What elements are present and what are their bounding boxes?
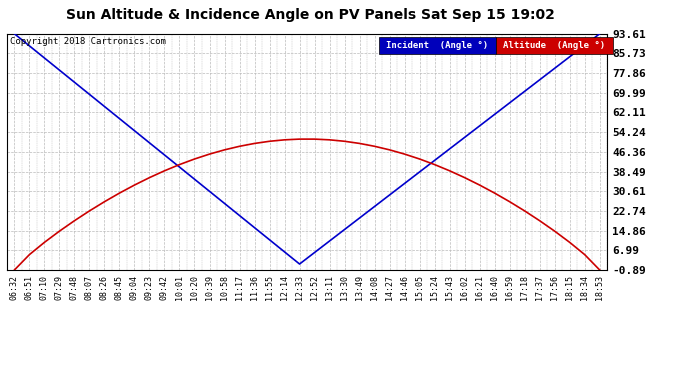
Text: Sun Altitude & Incidence Angle on PV Panels Sat Sep 15 19:02: Sun Altitude & Incidence Angle on PV Pan…: [66, 8, 555, 21]
Text: Copyright 2018 Cartronics.com: Copyright 2018 Cartronics.com: [10, 37, 166, 46]
FancyBboxPatch shape: [379, 37, 496, 54]
FancyBboxPatch shape: [496, 37, 613, 54]
Text: Altitude  (Angle °): Altitude (Angle °): [503, 41, 605, 50]
Text: Incident  (Angle °): Incident (Angle °): [386, 41, 489, 50]
